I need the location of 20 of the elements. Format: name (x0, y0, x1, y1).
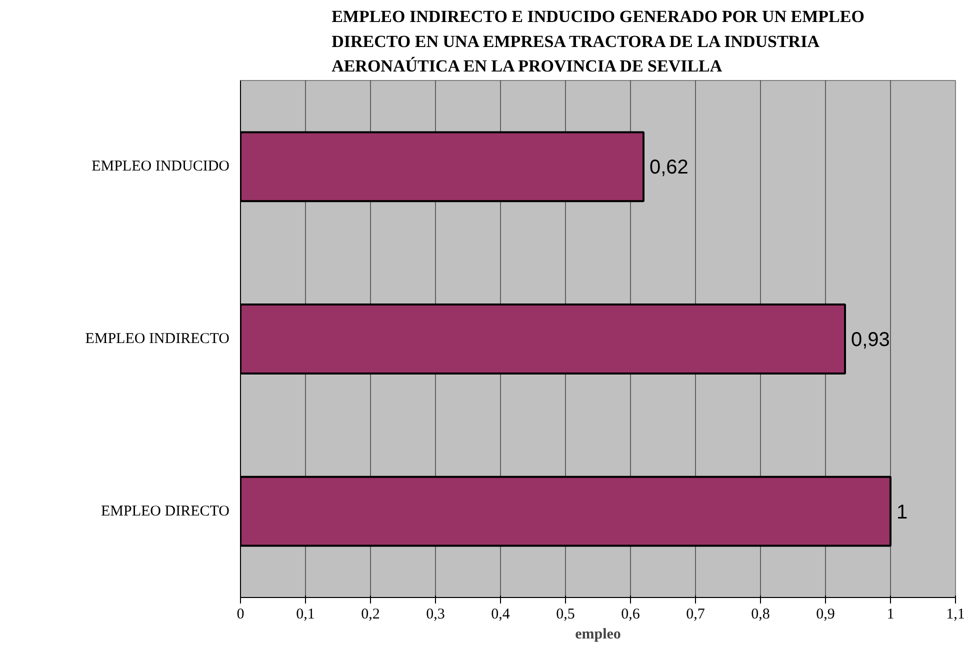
x-tick-label: 0,9 (816, 606, 835, 622)
x-tick-label: 0,2 (361, 606, 380, 622)
x-tick-label: 0,5 (556, 606, 575, 622)
x-tick-label: 1 (886, 606, 894, 622)
y-tick-label: EMPLEO DIRECTO (101, 503, 230, 520)
y-tick-label: EMPLEO INDUCIDO (92, 158, 230, 175)
x-tick-label: 1,1 (946, 606, 965, 622)
x-tick-label: 0,7 (686, 606, 706, 622)
y-tick-label: EMPLEO INDIRECTO (85, 331, 230, 347)
x-tick-label: 0,1 (296, 606, 315, 622)
x-tick-label: 0 (236, 606, 244, 622)
data-label: 1 (896, 501, 908, 524)
chart-title: EMPLEO INDIRECTO E INDUCIDO GENERADO POR UN EMPLEO DIRECTO EN UNA EMPRESA TRACTORA DE LA INDUSTRIA AERONAÚTICA EN LA PROVINCIA DE SEVILLA (332, 7, 864, 76)
x-tick-label: 0,6 (621, 606, 640, 622)
x-tick-label: 0,3 (426, 606, 445, 622)
data-label: 0,93 (851, 329, 890, 351)
x-tick-label: 0,4 (491, 606, 510, 622)
data-label: 0,62 (650, 156, 688, 179)
x-axis-title: empleo (575, 626, 621, 642)
x-tick-label: 0,8 (751, 606, 770, 622)
